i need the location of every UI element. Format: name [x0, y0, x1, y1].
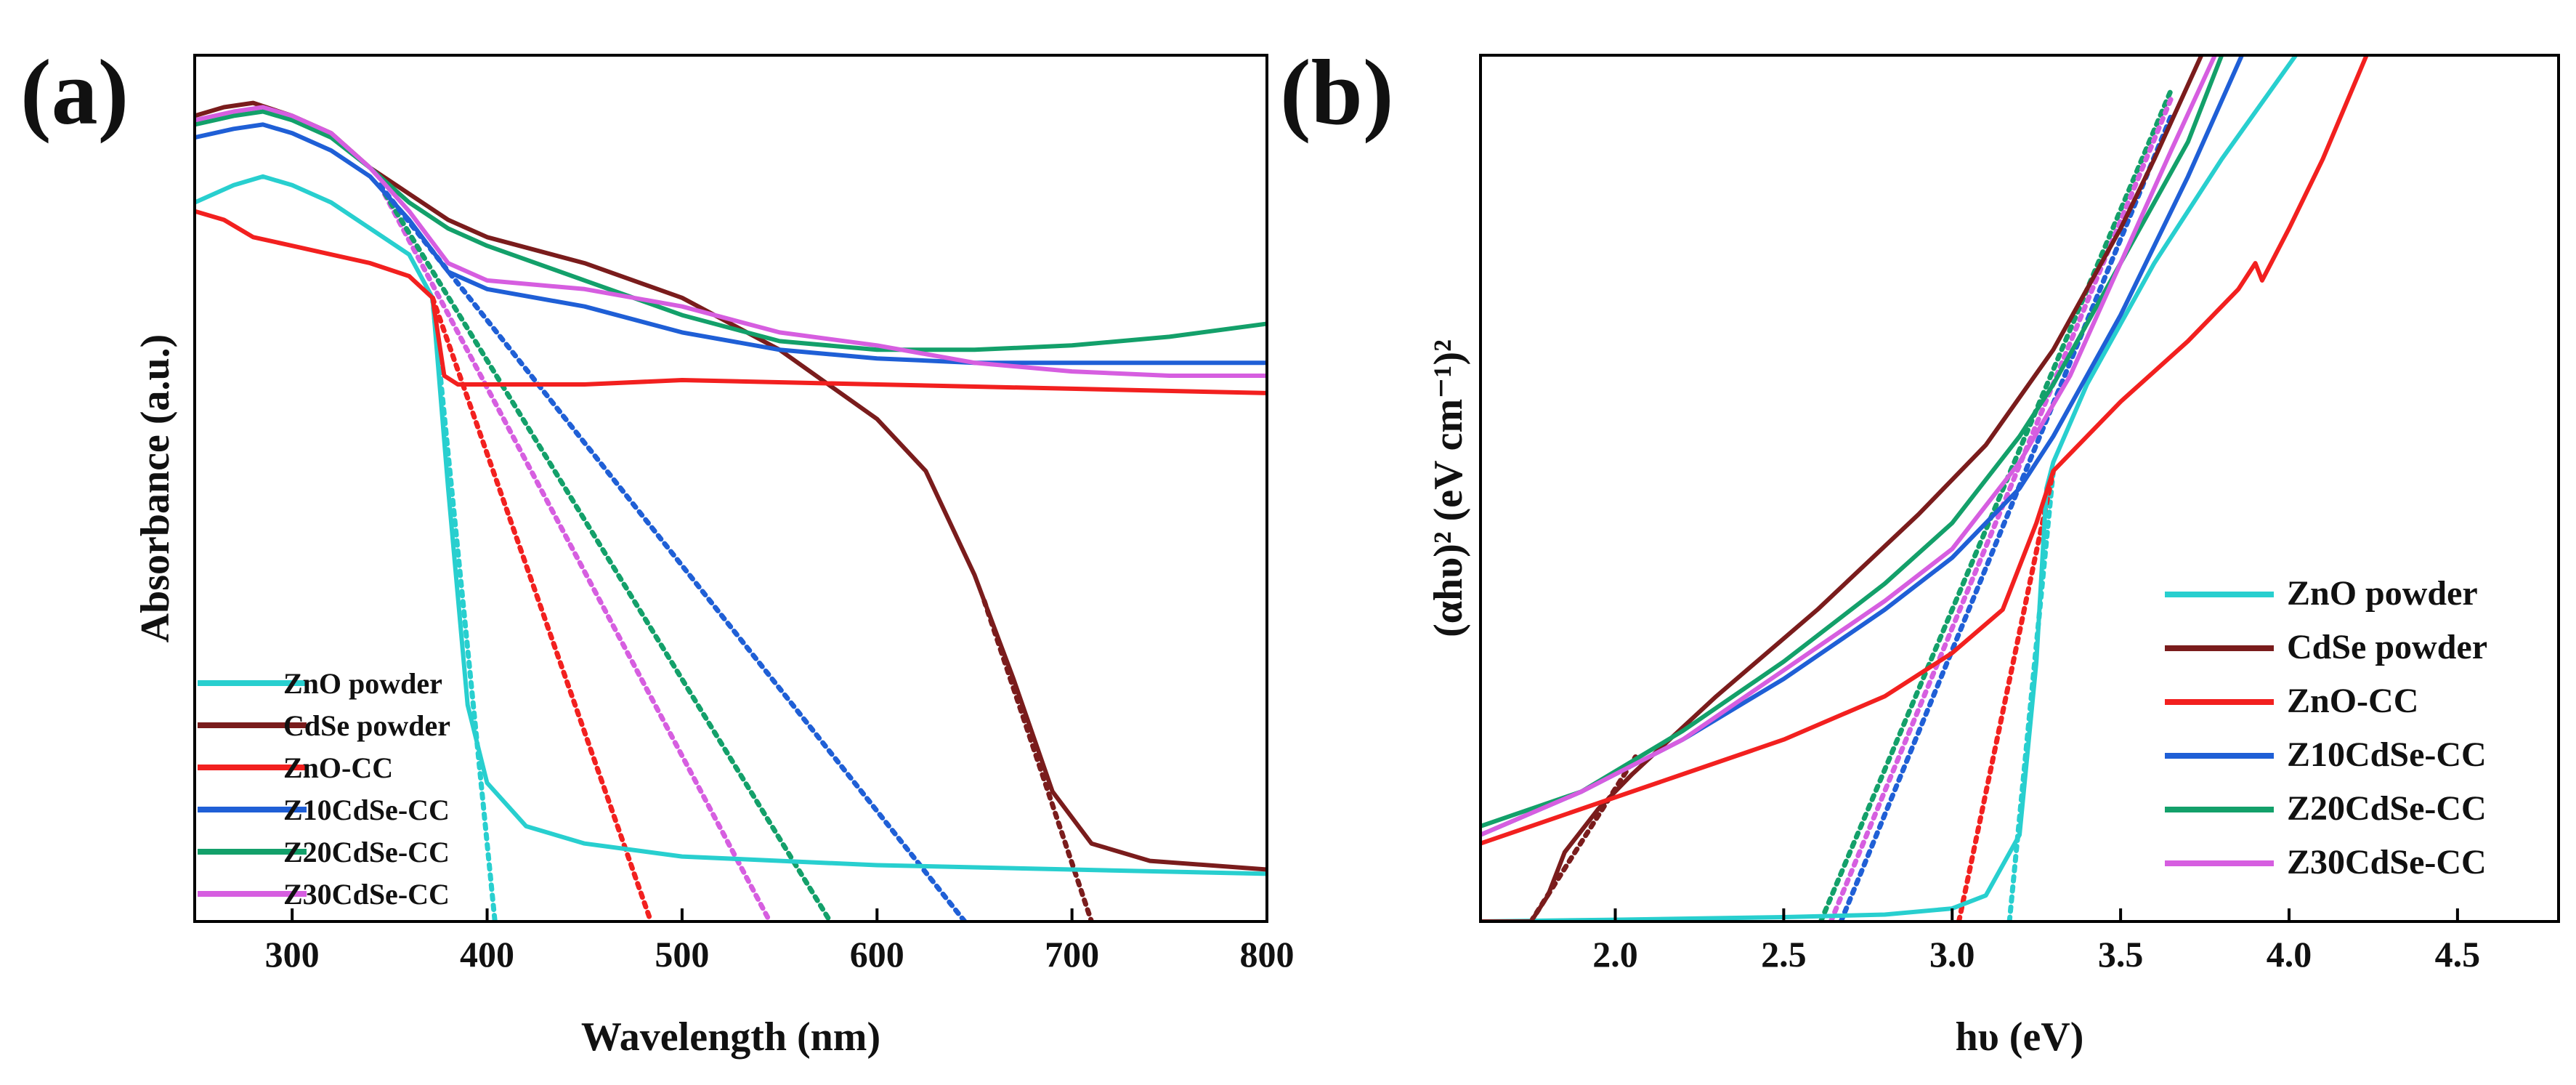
panel-a-x-tick-label: 300 — [265, 934, 320, 975]
panel-a-series-z10 — [195, 122, 1267, 366]
panel-b-tangent-zno-cc — [1956, 468, 2056, 921]
panel-a-legend-label: CdSe powder — [283, 709, 450, 742]
panel-a-series-zno-powder — [195, 174, 1267, 876]
panel-b-x-tick-label: 4.0 — [2267, 934, 2312, 975]
panel-b-series-z30 — [1481, 55, 2217, 837]
panel-b-series-zno-powder — [1481, 55, 2298, 921]
panel-b: (b) 2.0 2.5 3.0 3.5 4.0 4.5 hυ (eV) (αhυ)² (e… — [1280, 41, 2560, 1060]
panel-a-tangent-z10 — [377, 182, 968, 921]
panel-b-legend-label: Z30CdSe-CC — [2287, 843, 2487, 882]
panel-a-series-zno-cc — [195, 209, 1267, 395]
panel-a-legend-label: Z10CdSe-CC — [283, 794, 450, 826]
panel-b-legend: ZnO powder CdSe powder ZnO-CC Z10CdSe-CC Z20… — [2165, 574, 2487, 882]
panel-b-tangent-z20 — [1818, 87, 2174, 921]
panel-b-frame — [1479, 54, 2560, 923]
panel-b-series-z20 — [1481, 55, 2224, 828]
panel-a-x-tick-label: 800 — [1240, 934, 1295, 975]
panel-a-legend-label: ZnO powder — [283, 667, 442, 700]
panel-a-x-tick-label: 500 — [655, 934, 709, 975]
panel-a-plot-area — [195, 100, 1267, 921]
panel-a-legend: ZnO powder CdSe powder ZnO-CC Z10CdSe-CC Z20… — [198, 667, 450, 911]
panel-b-x-tick-label: 4.5 — [2435, 934, 2481, 975]
panel-b-tangent-z10 — [1838, 113, 2174, 921]
panel-a-series-z20 — [195, 109, 1267, 352]
panel-b-legend-label: Z10CdSe-CC — [2287, 735, 2487, 774]
panel-a-tangent-z30 — [377, 182, 773, 921]
panel-a-legend-label: Z20CdSe-CC — [283, 836, 450, 868]
panel-a-x-tick-label: 400 — [460, 934, 514, 975]
panel-b-x-ticks: 2.0 2.5 3.0 3.5 4.0 4.5 — [1592, 908, 2480, 975]
panel-a-tangent-z20 — [377, 182, 833, 921]
panel-b-legend-label: Z20CdSe-CC — [2287, 789, 2487, 828]
panel-a-x-ticks: 300 400 500 600 700 800 — [265, 908, 1295, 975]
panel-b-x-tick-label: 2.5 — [1761, 934, 1807, 975]
panel-a-tangent-zno-cc — [429, 295, 654, 921]
panel-a-x-axis-title: Wavelength (nm) — [581, 1015, 880, 1060]
panel-a-frame — [193, 54, 1268, 923]
panel-b-legend-label: CdSe powder — [2287, 628, 2487, 666]
panel-b-x-tick-label: 3.5 — [2098, 934, 2144, 975]
panel-b-x-tick-label: 2.0 — [1592, 934, 1638, 975]
panel-a-legend-label: ZnO-CC — [283, 751, 393, 784]
panel-a-legend-label: Z30CdSe-CC — [283, 878, 450, 911]
panel-b-y-axis-title: (αhυ)² (eV cm⁻¹)² — [1426, 339, 1471, 637]
panel-a-series-z30 — [195, 105, 1267, 378]
panel-a-label: (a) — [20, 41, 129, 144]
panel-b-series-cdse-powder — [1481, 55, 2204, 921]
panel-a-x-tick-label: 600 — [850, 934, 904, 975]
panel-a-x-tick-label: 700 — [1045, 934, 1099, 975]
panel-b-series-z10 — [1481, 55, 2245, 837]
panel-b-plot-area — [1481, 55, 2369, 921]
panel-b-legend-label: ZnO-CC — [2287, 682, 2418, 720]
panel-b-x-axis-title: hυ (eV) — [1956, 1015, 2084, 1060]
panel-a: (a) 300 400 500 600 700 800 Wavelength (nm) A… — [20, 41, 1295, 1060]
panel-b-legend-label: ZnO powder — [2287, 574, 2478, 613]
panel-a-y-axis-title: Absorbance (a.u.) — [133, 334, 178, 643]
panel-b-x-tick-label: 3.0 — [1929, 934, 1975, 975]
panel-b-label: (b) — [1280, 41, 1393, 144]
panel-b-series-zno-cc — [1481, 55, 2369, 846]
